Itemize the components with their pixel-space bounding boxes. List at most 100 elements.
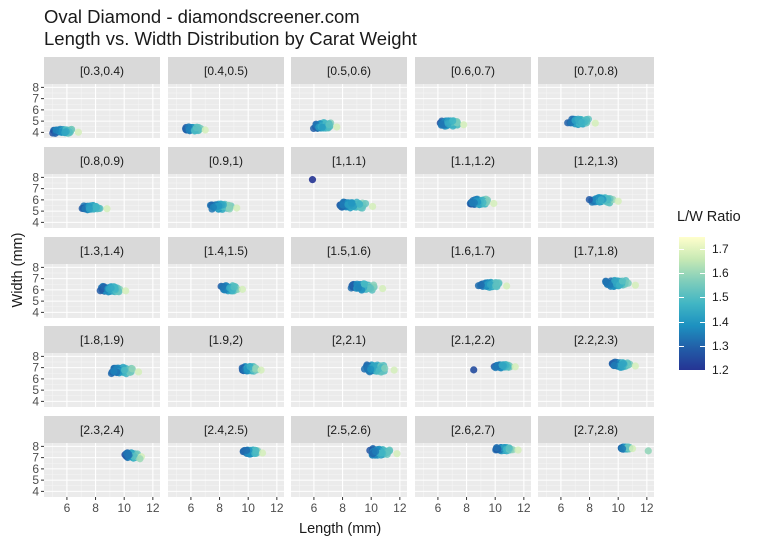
scatter-points bbox=[347, 280, 387, 294]
legend-colorbar bbox=[679, 237, 705, 370]
facet-strip-label: [1.8,1.9) bbox=[80, 333, 124, 347]
facet-strip-label: [2.3,2.4) bbox=[80, 423, 124, 437]
facet-strip-label: [1.1,1.2) bbox=[451, 154, 495, 168]
x-tick-label: 8 bbox=[339, 501, 346, 515]
legend-tick-mark bbox=[700, 273, 705, 275]
scatter-points bbox=[602, 276, 639, 291]
y-tick-label: 4 bbox=[32, 484, 39, 498]
facet-strip-label: [2.2,2.3) bbox=[574, 333, 618, 347]
facet-strip-label: [2.1,2.2) bbox=[451, 333, 495, 347]
scatter-points bbox=[239, 446, 267, 458]
y-tick-label: 6 bbox=[32, 283, 39, 297]
y-tick-label: 8 bbox=[32, 260, 39, 274]
facet-strip-label: [1.3,1.4) bbox=[80, 244, 124, 258]
scatter-points bbox=[360, 361, 398, 376]
y-tick-label: 8 bbox=[32, 439, 39, 453]
scatter-points bbox=[470, 361, 519, 374]
scatter-points bbox=[474, 278, 511, 291]
scatter-points bbox=[107, 363, 143, 378]
facet-strip-label: [1.6,1.7) bbox=[451, 244, 495, 258]
facet-panel: [1.1,1.2) bbox=[415, 147, 531, 228]
scatter-points bbox=[181, 123, 209, 135]
legend-tick-mark bbox=[700, 249, 705, 251]
x-tick-label: 12 bbox=[393, 501, 407, 515]
x-tick-label: 8 bbox=[92, 501, 99, 515]
facet-panel: [0.5,0.6) bbox=[291, 57, 407, 138]
legend-title: L/W Ratio bbox=[677, 209, 741, 225]
facet-strip-label: [2.5,2.6) bbox=[327, 423, 371, 437]
scatter-points bbox=[206, 200, 241, 214]
legend-tick-label: 1.5 bbox=[712, 290, 729, 305]
x-tick-label: 10 bbox=[489, 501, 503, 515]
legend-tick-mark bbox=[700, 297, 705, 299]
facet-panel: [0.4,0.5) bbox=[168, 57, 284, 138]
facet-panel: [2.4,2.5) 6 8 10 12 bbox=[168, 416, 284, 515]
x-tick-label: 10 bbox=[612, 501, 626, 515]
facet-panel: [2.1,2.2) bbox=[415, 326, 531, 407]
x-axis-label: Length (mm) bbox=[299, 521, 382, 537]
y-tick-label: 6 bbox=[32, 193, 39, 207]
y-tick-label: 6 bbox=[32, 103, 39, 117]
facet-panel: [2.2,2.3) bbox=[538, 326, 654, 407]
chart-title: Oval Diamond - diamondscreener.com Lengt… bbox=[44, 6, 417, 50]
legend-tick-mark bbox=[700, 345, 705, 347]
scatter-points bbox=[310, 119, 341, 133]
facet-strip-label: [1,1.1) bbox=[332, 154, 366, 168]
facet-panel: [2,2.1) bbox=[291, 326, 407, 407]
y-tick-label: 8 bbox=[32, 170, 39, 184]
facet-panel: [0.9,1) bbox=[168, 147, 284, 228]
x-tick-label: 8 bbox=[216, 501, 223, 515]
scatter-points bbox=[617, 443, 652, 455]
scatter-points bbox=[564, 115, 599, 129]
x-tick-label: 8 bbox=[463, 501, 470, 515]
scatter-points bbox=[366, 445, 401, 459]
x-tick-label: 6 bbox=[311, 501, 318, 515]
facet-panel: [2.6,2.7) 6 8 10 12 bbox=[415, 416, 531, 515]
y-tick-label: 8 bbox=[32, 349, 39, 363]
x-tick-label: 12 bbox=[640, 501, 654, 515]
legend-tick-mark bbox=[679, 345, 684, 347]
legend-tick-label: 1.2 bbox=[712, 363, 729, 377]
facet-panel: [1.6,1.7) bbox=[415, 237, 531, 318]
y-tick-label: 6 bbox=[32, 462, 39, 476]
facet-strip-label: [1.9,2) bbox=[209, 333, 243, 347]
legend-tick-label: 1.3 bbox=[712, 338, 729, 353]
facet-strip-label: [2.7,2.8) bbox=[574, 423, 618, 437]
facet-panel: [0.6,0.7) bbox=[415, 57, 531, 138]
legend-tick-label: 1.6 bbox=[712, 266, 729, 281]
facet-panel: [2.7,2.8) 6 8 10 12 bbox=[538, 416, 654, 515]
x-tick-label: 6 bbox=[64, 501, 71, 515]
y-tick-label: 5 bbox=[32, 114, 39, 128]
x-tick-label: 12 bbox=[517, 501, 531, 515]
legend-tick-label: 1.4 bbox=[712, 314, 729, 329]
x-tick-label: 12 bbox=[270, 501, 284, 515]
facet-strip-label: [1.7,1.8) bbox=[574, 244, 618, 258]
facet-strip-label: [0.8,0.9) bbox=[80, 154, 124, 168]
x-tick-label: 6 bbox=[558, 501, 565, 515]
facet-panel: [0.7,0.8) bbox=[538, 57, 654, 138]
scatter-points bbox=[238, 362, 265, 375]
facet-panel: [1.9,2) bbox=[168, 326, 284, 407]
y-tick-label: 5 bbox=[32, 294, 39, 308]
facet-strip-label: [0.4,0.5) bbox=[204, 64, 248, 78]
facet-panel: [1,1.1) bbox=[291, 147, 407, 228]
y-tick-label: 7 bbox=[32, 451, 39, 465]
facet-panel: [1.5,1.6) bbox=[291, 237, 407, 318]
facet-strip-label: [1.5,1.6) bbox=[327, 244, 371, 258]
scatter-points bbox=[466, 195, 498, 209]
legend-tick-mark bbox=[679, 273, 684, 275]
facet-strip-label: [1.2,1.3) bbox=[574, 154, 618, 168]
legend-tick-mark bbox=[679, 297, 684, 299]
y-tick-label: 5 bbox=[32, 383, 39, 397]
facet-strip-label: [0.9,1) bbox=[209, 154, 243, 168]
facet-strip-label: [0.7,0.8) bbox=[574, 64, 618, 78]
legend-tick-label: 1.7 bbox=[712, 242, 729, 257]
facet-strip-label: [0.3,0.4) bbox=[80, 64, 124, 78]
x-tick-label: 6 bbox=[435, 501, 442, 515]
facet-strip-label: [1.4,1.5) bbox=[204, 244, 248, 258]
